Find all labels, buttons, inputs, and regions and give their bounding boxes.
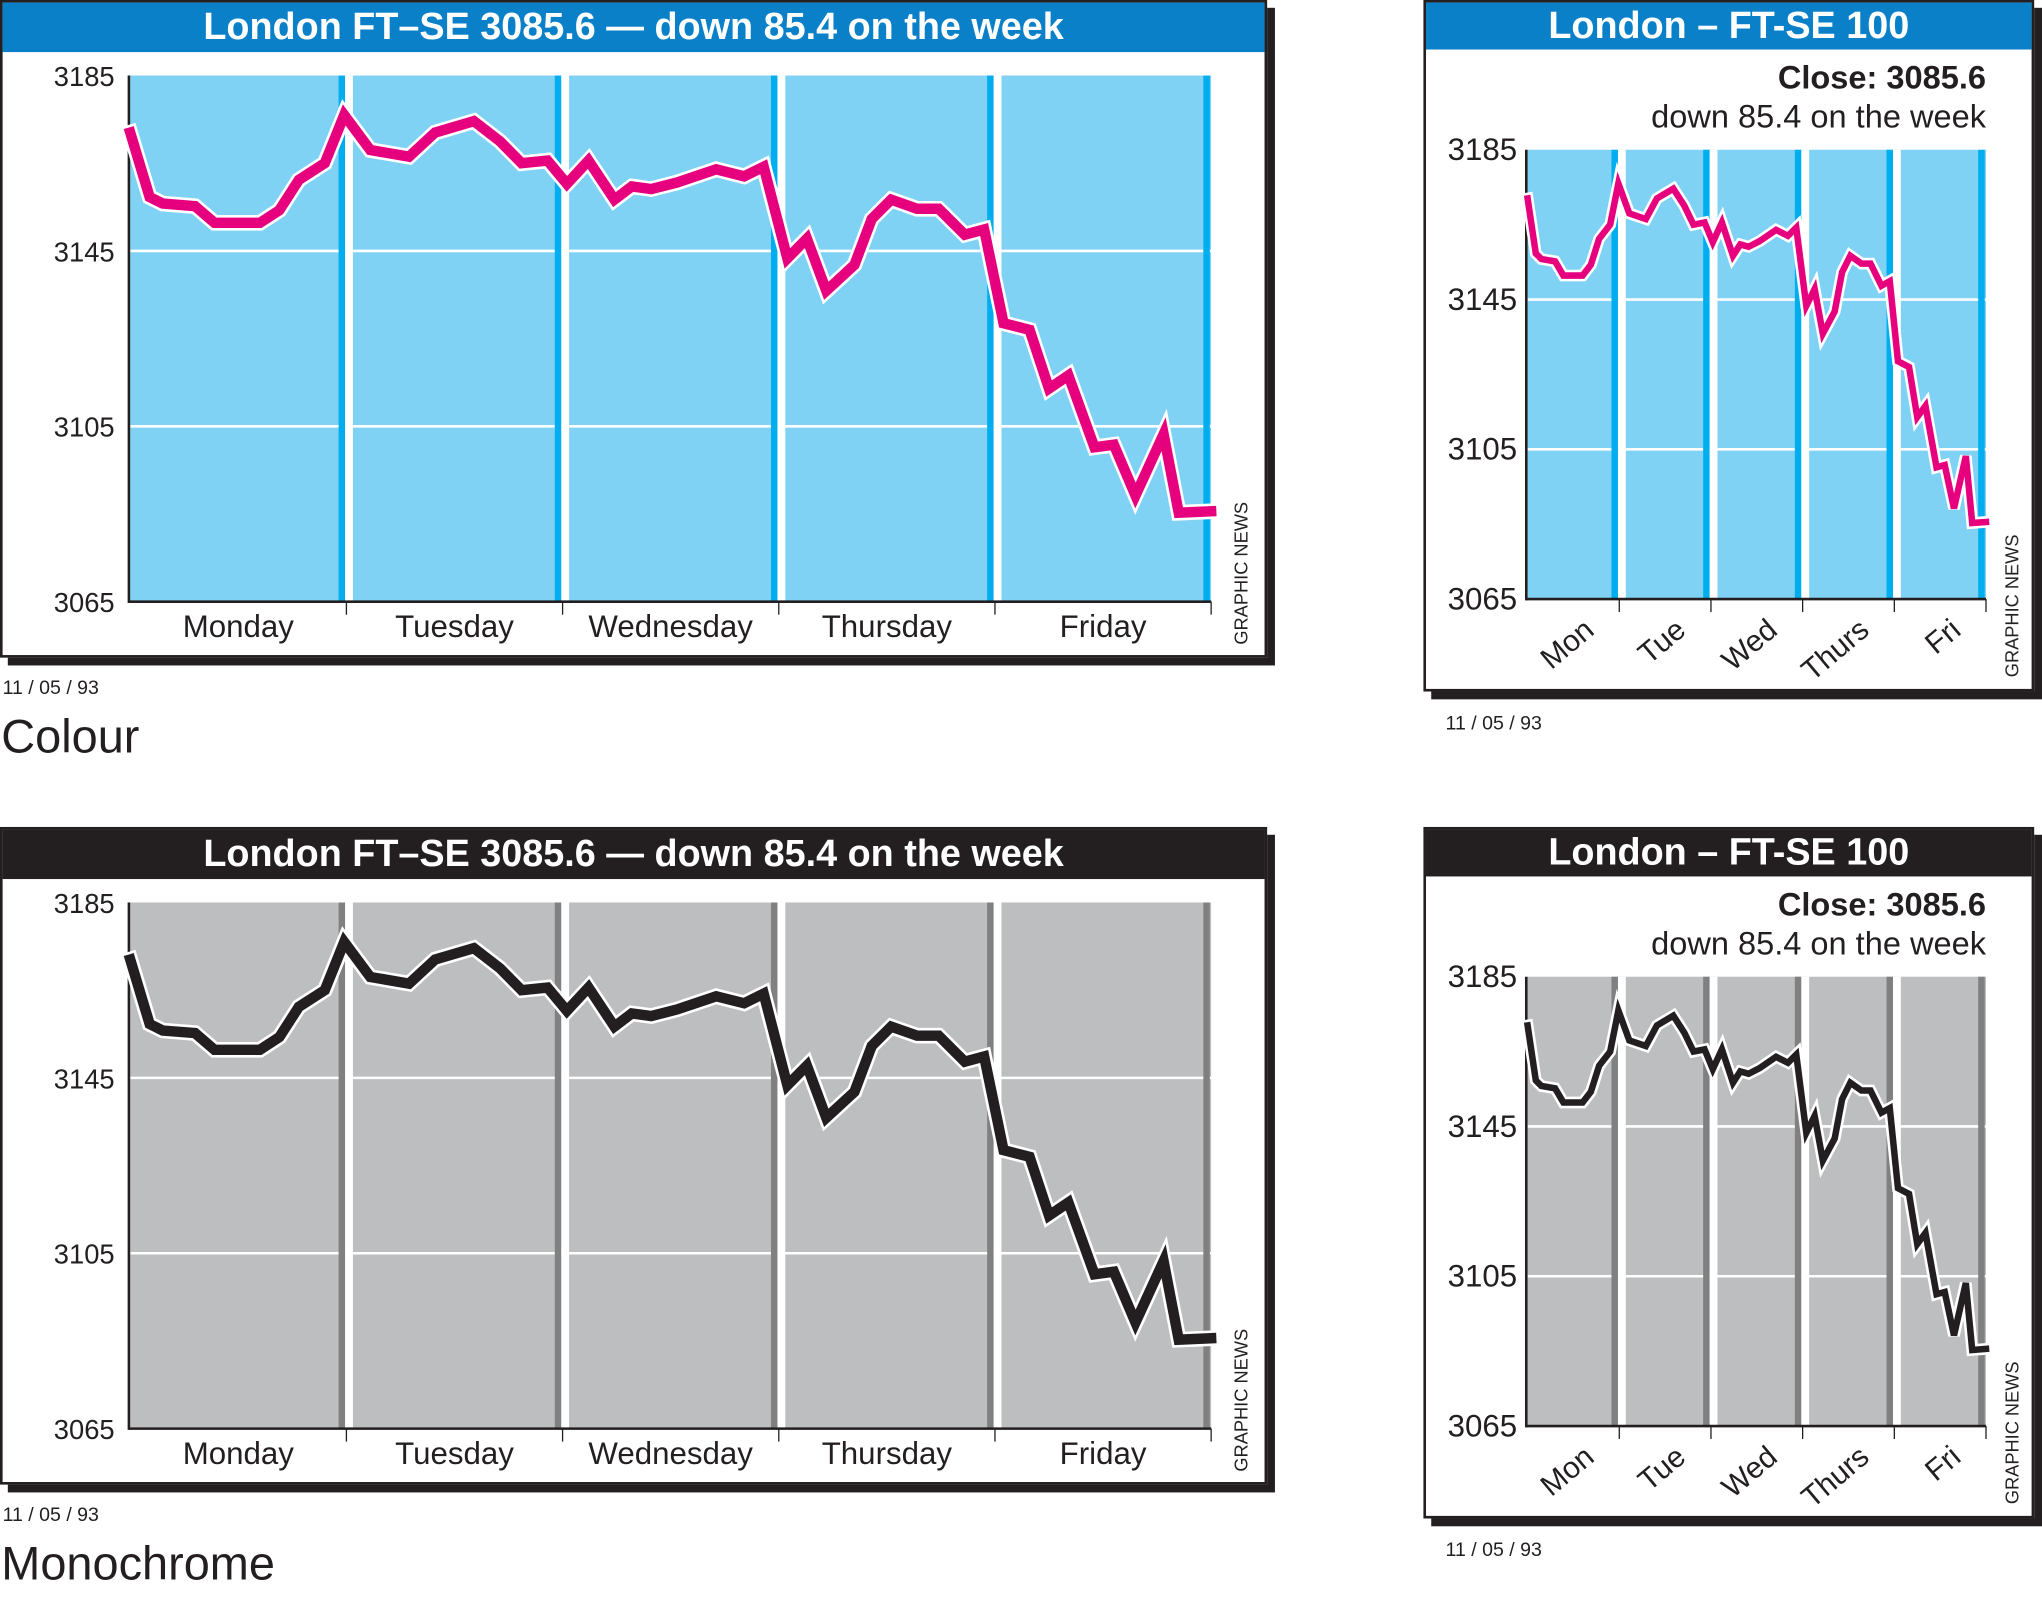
- day-separator-stripe: [770, 902, 778, 1429]
- day-separator-gap: [777, 902, 786, 1429]
- y-tick-label: 3185: [54, 61, 115, 92]
- day-separator-stripe: [1203, 902, 1210, 1429]
- x-day-label: Monday: [183, 1436, 295, 1471]
- section-label-colour: Colour: [1, 709, 140, 764]
- colour-large-title: London FT–SE 3085.6 — down 85.4 on the w…: [2, 2, 1265, 53]
- day-separator-stripe: [338, 75, 346, 602]
- credit-label: GRAPHIC NEWS: [1231, 1329, 1252, 1472]
- day-separator-gap: [561, 902, 570, 1429]
- x-day-label: Thursday: [822, 609, 953, 644]
- day-separator-gap: [1617, 976, 1626, 1427]
- colour-small-title: London – FT-SE 100: [1426, 2, 2032, 50]
- day-separator-stripe: [987, 902, 994, 1429]
- day-separator-gap: [1709, 149, 1718, 600]
- x-day-label: Friday: [1060, 609, 1147, 644]
- y-tick-label: 3185: [1448, 132, 1518, 167]
- x-day-label: Thurs: [1796, 1440, 1876, 1514]
- y-tick-label: 3185: [1448, 959, 1518, 994]
- colour-small-change: down 85.4 on the week: [1651, 98, 1987, 136]
- mono-small-close: Close: 3085.6: [1777, 886, 1987, 924]
- mono-small-title: London – FT-SE 100: [1426, 829, 2032, 877]
- x-day-label: Tuesday: [395, 1436, 514, 1471]
- credit-label: GRAPHIC NEWS: [1231, 502, 1252, 645]
- mono-large-chart: 3185 3145 3105 3065 Monday Tuesday Wednesday Th…: [54, 888, 1252, 1472]
- credit-label: GRAPHIC NEWS: [2002, 1361, 2023, 1504]
- y-tick-label: 3105: [54, 1239, 115, 1270]
- y-tick-label: 3145: [1448, 282, 1518, 317]
- colour-small-date: 11 / 05 / 93: [1445, 712, 1542, 735]
- colour-large-chart: 3185 3145 3105 3065 Monday Tuesday Wednesday Th…: [54, 61, 1252, 645]
- mono-small-change: down 85.4 on the week: [1651, 925, 1987, 963]
- day-separator-gap: [1893, 149, 1901, 600]
- y-tick-label: 3145: [54, 236, 115, 267]
- day-separator-stripe: [770, 75, 778, 602]
- day-separator-gap: [993, 75, 1002, 602]
- day-separator-stripe: [1978, 976, 1985, 1427]
- day-separator-gap: [345, 902, 353, 1429]
- day-separator-gap: [345, 75, 353, 602]
- y-tick-label: 3145: [54, 1063, 115, 1094]
- day-separator-stripe: [1703, 149, 1710, 600]
- section-label-monochrome: Monochrome: [1, 1536, 275, 1591]
- mono-large-date: 11 / 05 / 93: [2, 1504, 99, 1527]
- day-separator-stripe: [1794, 976, 1802, 1427]
- day-separator-gap: [993, 902, 1002, 1429]
- x-day-label: Thursday: [822, 1436, 953, 1471]
- day-separator-gap: [1893, 976, 1901, 1427]
- colour-large-date: 11 / 05 / 93: [2, 677, 99, 700]
- day-separator-gap: [777, 75, 786, 602]
- day-separator-stripe: [1794, 149, 1802, 600]
- y-tick-label: 3185: [54, 888, 115, 919]
- day-separator-stripe: [338, 902, 346, 1429]
- day-separator-stripe: [1886, 149, 1894, 600]
- x-day-label: Monday: [183, 609, 295, 644]
- series-line: [1523, 171, 1990, 527]
- mono-small-date: 11 / 05 / 93: [1445, 1539, 1542, 1562]
- series-line: [1523, 998, 1990, 1354]
- y-tick-label: 3105: [1448, 432, 1518, 467]
- day-separator-stripe: [554, 902, 562, 1429]
- series-line: [123, 104, 1217, 519]
- x-day-label: Fri: [1919, 1440, 1967, 1488]
- day-separator-stripe: [1703, 976, 1710, 1427]
- x-day-label: Wednesday: [588, 1436, 753, 1471]
- y-tick-label: 3145: [1448, 1109, 1518, 1144]
- credit-label: GRAPHIC NEWS: [2002, 534, 2023, 677]
- y-tick-label: 3105: [1448, 1259, 1518, 1294]
- y-tick-label: 3065: [1448, 581, 1518, 616]
- day-separator-stripe: [1978, 149, 1985, 600]
- day-separator-stripe: [1611, 149, 1618, 600]
- x-day-label: Wed: [1716, 1440, 1784, 1504]
- day-separator-gap: [561, 75, 570, 602]
- mono-small-chart: 3185 3145 3105 3065 Mon Tue Wed Thurs Fri GRAPHIC…: [1448, 959, 2023, 1514]
- mono-large-title: London FT–SE 3085.6 — down 85.4 on the w…: [2, 829, 1265, 880]
- day-separator-stripe: [1886, 976, 1894, 1427]
- day-separator-gap: [1709, 976, 1718, 1427]
- colour-small-close: Close: 3085.6: [1777, 59, 1987, 97]
- day-separator-gap: [1801, 976, 1810, 1427]
- x-day-label: Tue: [1632, 1440, 1692, 1498]
- x-day-label: Friday: [1060, 1436, 1147, 1471]
- y-tick-label: 3065: [54, 1414, 115, 1445]
- day-separator-stripe: [554, 75, 562, 602]
- x-day-label: Wednesday: [588, 609, 753, 644]
- y-tick-label: 3105: [54, 412, 115, 443]
- x-day-label: Mon: [1535, 1440, 1601, 1503]
- x-day-label: Tuesday: [395, 609, 514, 644]
- y-tick-label: 3065: [54, 587, 115, 618]
- day-separator-gap: [1801, 149, 1810, 600]
- day-separator-stripe: [1611, 976, 1618, 1427]
- series-line: [123, 931, 1217, 1346]
- day-separator-gap: [1617, 149, 1626, 600]
- y-tick-label: 3065: [1448, 1408, 1518, 1443]
- day-separator-stripe: [987, 75, 994, 602]
- day-separator-stripe: [1203, 75, 1210, 602]
- plot-area: [1527, 976, 1987, 1427]
